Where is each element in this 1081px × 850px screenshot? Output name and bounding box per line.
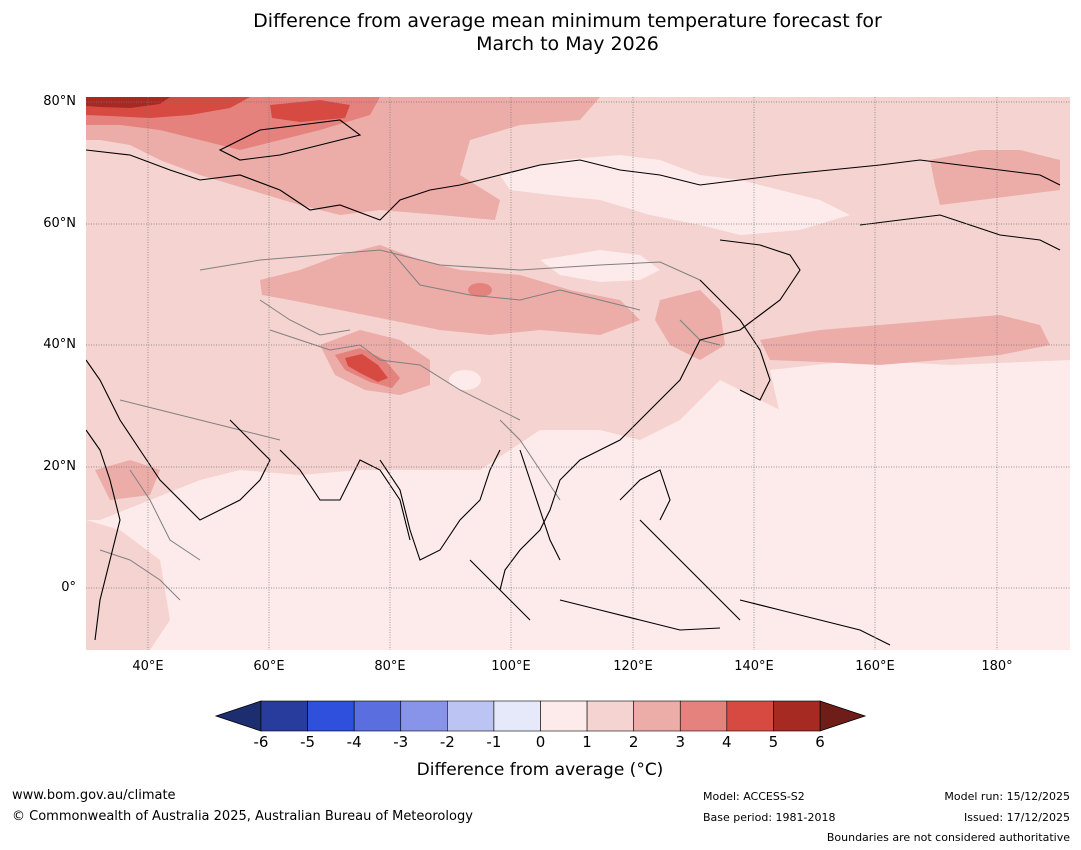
- lon-label-160e: 160°E: [855, 659, 895, 674]
- colorbar-under-arrow: [214, 700, 262, 732]
- colorbar-segment: [353, 700, 402, 732]
- lat-label-40n: 40°N: [43, 337, 76, 352]
- colorbar-tick-label: 1: [582, 733, 592, 751]
- colorbar-segment: [400, 700, 448, 732]
- boundaries-disclaimer: Boundaries are not considered authoritat…: [826, 831, 1070, 844]
- colorbar-label-text: Difference from average (: [416, 760, 637, 780]
- lon-label-140e: 140°E: [734, 659, 774, 674]
- country-boundaries: [99, 249, 721, 601]
- colorbar-tick-label: 6: [815, 733, 825, 751]
- colorbar-label: Difference from average (°C): [300, 760, 780, 780]
- website-link[interactable]: www.bom.gov.au/climate: [12, 788, 176, 803]
- anomaly-region-0to1-pacific: [770, 360, 1070, 435]
- colorbar-tick-label: 0: [535, 733, 546, 751]
- anomaly-region-2to3-arctic-east: [930, 150, 1060, 205]
- coastlines: [86, 119, 1061, 646]
- graticule: [86, 97, 1070, 650]
- lon-label-180: 180°: [981, 659, 1013, 674]
- lon-label-80e: 80°E: [374, 659, 406, 674]
- lat-label-60n: 60°N: [43, 216, 76, 231]
- lat-label-80n: 80°N: [43, 94, 76, 109]
- anomaly-region-5to6-arctic: [86, 97, 170, 108]
- lon-label-100e: 100°E: [491, 659, 531, 674]
- colorbar-tick-label: -5: [300, 733, 316, 751]
- colorbar-tick-label: 3: [675, 733, 686, 751]
- anomaly-region-4to5-himalaya: [345, 354, 388, 382]
- colorbar-segment: [679, 700, 728, 732]
- colorbar-segment: [447, 700, 495, 732]
- lat-label-equator: 0°: [61, 580, 76, 595]
- colorbar-segment: [307, 700, 355, 732]
- lat-label-20n: 20°N: [43, 459, 76, 474]
- anomaly-region-2to3-east-china: [655, 290, 725, 360]
- lon-label-120e: 120°E: [613, 659, 653, 674]
- colorbar-segment: [726, 700, 774, 732]
- colorbar-tick-label: -2: [439, 733, 455, 751]
- lon-label-60e: 60°E: [253, 659, 285, 674]
- forecast-map: [86, 97, 1070, 650]
- chart-title: Difference from average mean minimum tem…: [0, 10, 1081, 56]
- model-run-date: Model run: 15/12/2025: [944, 790, 1070, 803]
- anomaly-region-0to1-siberia: [500, 155, 850, 235]
- colorbar-segment: [540, 700, 588, 732]
- base-period: Base period: 1981-2018: [703, 811, 836, 824]
- colorbar-tick-label: -4: [346, 733, 362, 751]
- anomaly-region-0to1-china: [540, 250, 660, 282]
- colorbar-over-arrow: [819, 700, 867, 732]
- colorbar-tick-label: -6: [253, 733, 269, 751]
- colorbar-tick-label: 4: [722, 733, 732, 751]
- colorbar-segment: [773, 700, 821, 732]
- colorbar-segment: [493, 700, 541, 732]
- colorbar-tick-label: -3: [393, 733, 409, 751]
- title-line-2: March to May 2026: [476, 33, 659, 55]
- title-line-1: Difference from average mean minimum tem…: [253, 10, 882, 32]
- colorbar-segment: [633, 700, 681, 732]
- colorbar-tick-label: 5: [768, 733, 779, 751]
- anomaly-region-3to4-mongolia: [468, 283, 492, 297]
- colorbar-tick-label: 2: [628, 733, 639, 751]
- model-name: Model: ACCESS-S2: [703, 790, 805, 803]
- anomaly-region-2to3-northwest-pacific: [760, 315, 1050, 365]
- anomaly-region-2to3-central-asia: [260, 245, 640, 335]
- colorbar-segment: [586, 700, 634, 732]
- colorbar-label-unit: °C): [636, 760, 664, 780]
- colorbar-tick-label: -1: [486, 733, 502, 751]
- issued-date: Issued: 17/12/2025: [963, 811, 1070, 824]
- anomaly-region-4to5-arctic-east: [270, 100, 350, 122]
- anomaly-region-0to1-tibet: [449, 370, 481, 390]
- colorbar-segment: [260, 700, 308, 732]
- lon-label-40e: 40°E: [132, 659, 164, 674]
- copyright-text: © Commonwealth of Australia 2025, Austra…: [12, 809, 473, 824]
